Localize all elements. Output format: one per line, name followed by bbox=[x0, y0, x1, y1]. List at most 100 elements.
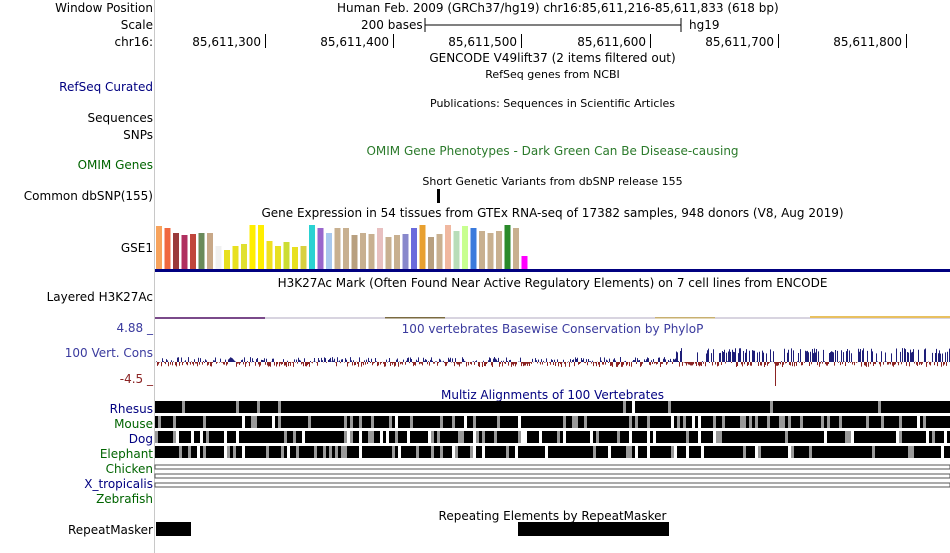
alignment-block bbox=[689, 401, 692, 413]
alignment-block bbox=[347, 401, 350, 413]
alignment-block bbox=[905, 431, 908, 443]
alignment-block bbox=[872, 416, 875, 428]
alignment-block bbox=[890, 416, 893, 428]
alignment-block bbox=[431, 416, 434, 428]
conservation-wiggle[interactable] bbox=[155, 340, 950, 388]
alignment-block bbox=[275, 431, 278, 443]
alignment-block bbox=[689, 446, 692, 458]
alignment-block bbox=[338, 446, 341, 458]
alignment-block bbox=[608, 416, 611, 428]
species-label-rhesus[interactable]: Rhesus bbox=[109, 402, 153, 416]
alignment-block bbox=[869, 401, 872, 413]
alignment-block bbox=[368, 401, 371, 413]
alignment-block bbox=[191, 446, 194, 458]
dbsnp-variant-mark[interactable] bbox=[437, 189, 440, 203]
conservation-track-label[interactable]: 100 Vert. Cons bbox=[64, 346, 153, 360]
publications-track-title[interactable]: Publications: Sequences in Scientific Ar… bbox=[430, 97, 675, 110]
alignment-block bbox=[791, 401, 794, 413]
sequences-track-label[interactable]: Sequences bbox=[87, 111, 153, 125]
repeatmasker-track-title[interactable]: Repeating Elements by RepeatMasker bbox=[438, 509, 667, 523]
alignment-block bbox=[173, 416, 176, 428]
alignment-block bbox=[611, 416, 614, 428]
alignment-block bbox=[341, 446, 344, 458]
alignment-block bbox=[941, 401, 944, 413]
alignment-block bbox=[494, 431, 497, 443]
alignment-block bbox=[896, 416, 899, 428]
alignment-block bbox=[881, 401, 884, 413]
alignment-block bbox=[815, 431, 818, 443]
multiz-track-title[interactable]: Multiz Alignments of 100 Vertebrates bbox=[440, 388, 665, 402]
gtex-expression-bars[interactable] bbox=[155, 220, 950, 274]
alignment-block bbox=[611, 446, 614, 458]
alignment-block bbox=[725, 431, 728, 443]
h3k27ac-track-label[interactable]: Layered H3K27Ac bbox=[46, 290, 153, 304]
alignment-block bbox=[257, 446, 260, 458]
alignment-block bbox=[527, 416, 530, 428]
alignment-block bbox=[410, 431, 413, 443]
alignment-block bbox=[644, 401, 647, 413]
gtex-tissue-bar bbox=[249, 225, 256, 269]
refseq-track-title[interactable]: RefSeq genes from NCBI bbox=[485, 68, 620, 81]
alignment-block bbox=[362, 446, 365, 458]
alignment-block bbox=[878, 446, 881, 458]
alignment-block bbox=[737, 401, 740, 413]
alignment-block bbox=[458, 416, 461, 428]
species-label-chicken[interactable]: Chicken bbox=[105, 462, 153, 476]
alignment-block bbox=[623, 401, 626, 413]
alignment-block bbox=[356, 431, 359, 443]
alignment-block bbox=[593, 401, 596, 413]
alignment-block bbox=[560, 431, 563, 443]
alignment-block bbox=[602, 446, 605, 458]
repeat-element-block[interactable] bbox=[156, 522, 191, 536]
alignment-block bbox=[245, 416, 248, 428]
alignment-block bbox=[917, 401, 920, 413]
alignment-block bbox=[842, 446, 845, 458]
refseq-track-label[interactable]: RefSeq Curated bbox=[59, 80, 153, 94]
omim-track-title[interactable]: OMIM Gene Phenotypes - Dark Green Can Be… bbox=[366, 144, 739, 158]
alignment-block bbox=[368, 446, 371, 458]
repeat-element-block[interactable] bbox=[518, 522, 669, 536]
alignment-block bbox=[782, 401, 785, 413]
alignment-block bbox=[728, 431, 731, 443]
alignment-block bbox=[251, 431, 254, 443]
gtex-track-title[interactable]: Gene Expression in 54 tissues from GTEx … bbox=[261, 206, 844, 220]
gtex-track-label[interactable]: GSE1 bbox=[120, 241, 153, 255]
alignment-block bbox=[641, 401, 644, 413]
alignment-block bbox=[446, 431, 449, 443]
window-position-text: Human Feb. 2009 (GRCh37/hg19) chr16:85,6… bbox=[337, 1, 779, 15]
species-label-elephant[interactable]: Elephant bbox=[99, 447, 153, 461]
species-label-x-tropicalis[interactable]: X_tropicalis bbox=[84, 477, 153, 491]
dbsnp-track-title[interactable]: Short Genetic Variants from dbSNP releas… bbox=[422, 175, 683, 188]
species-label-dog[interactable]: Dog bbox=[128, 432, 153, 446]
gtex-tissue-bar bbox=[334, 228, 341, 269]
h3k27ac-track-title[interactable]: H3K27Ac Mark (Often Found Near Active Re… bbox=[277, 276, 828, 290]
alignment-block bbox=[650, 416, 653, 428]
alignment-block bbox=[290, 401, 293, 413]
alignment-block bbox=[236, 401, 239, 413]
alignment-block bbox=[677, 431, 680, 443]
alignment-block bbox=[320, 416, 323, 428]
dbsnp-track-label[interactable]: Common dbSNP(155) bbox=[23, 189, 153, 203]
alignment-block bbox=[680, 446, 683, 458]
h3k27ac-signal[interactable] bbox=[155, 312, 950, 322]
alignment-block bbox=[923, 431, 926, 443]
alignment-block bbox=[257, 431, 260, 443]
alignment-block bbox=[734, 416, 737, 428]
species-label-zebrafish[interactable]: Zebrafish bbox=[96, 492, 153, 506]
alignment-block bbox=[203, 401, 206, 413]
alignment-block bbox=[431, 431, 434, 443]
conservation-track-title[interactable]: 100 vertebrates Basewise Conservation by… bbox=[401, 322, 704, 336]
species-label-mouse[interactable]: Mouse bbox=[114, 417, 153, 431]
omim-track-label[interactable]: OMIM Genes bbox=[77, 158, 153, 172]
alignment-block bbox=[527, 431, 530, 443]
alignment-block bbox=[887, 431, 890, 443]
multiz-alignment-blocks[interactable] bbox=[154, 401, 950, 491]
alignment-block bbox=[215, 401, 218, 413]
gencode-track-title[interactable]: GENCODE V49lift37 (2 items filtered out) bbox=[429, 51, 676, 65]
alignment-block bbox=[479, 416, 482, 428]
alignment-block bbox=[674, 401, 677, 413]
alignment-block bbox=[746, 416, 749, 428]
repeatmasker-track-label[interactable]: RepeatMasker bbox=[67, 523, 153, 537]
snps-track-label[interactable]: SNPs bbox=[123, 128, 153, 142]
gtex-tissue-bar bbox=[360, 233, 366, 269]
